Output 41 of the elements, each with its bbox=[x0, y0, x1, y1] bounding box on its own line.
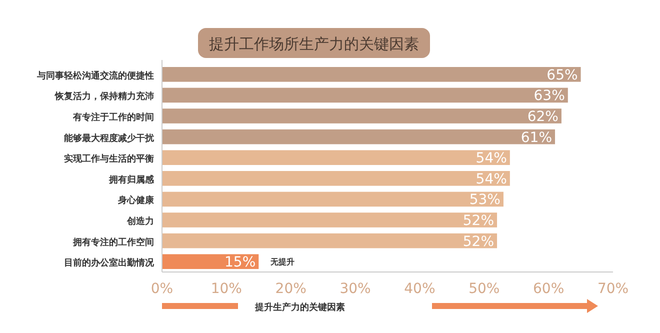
x-tick-label: 30% bbox=[340, 281, 371, 297]
data-label: 63% bbox=[534, 88, 565, 104]
bar bbox=[162, 67, 581, 82]
y-tick-label: 与同事轻松沟通交流的便捷性 bbox=[36, 70, 154, 82]
y-tick-label: 能够最大程度减少干扰 bbox=[64, 132, 155, 144]
x-tick-label: 40% bbox=[404, 281, 436, 297]
bar bbox=[162, 233, 498, 248]
bar bbox=[162, 129, 556, 144]
y-tick-label: 创造力 bbox=[126, 216, 154, 227]
data-label: 15% bbox=[224, 254, 256, 271]
y-tick-label: 有专注于工作的时间 bbox=[72, 112, 154, 123]
data-label: 61% bbox=[520, 130, 552, 146]
data-label: 54% bbox=[476, 171, 507, 188]
annotation: 无提升 bbox=[270, 258, 295, 267]
bar bbox=[162, 254, 259, 269]
x-tick-label: 70% bbox=[597, 281, 629, 297]
y-tick-label: 身心健康 bbox=[117, 195, 155, 206]
bar bbox=[162, 212, 498, 228]
y-tick-label: 实现工作与生活的平衡 bbox=[64, 154, 154, 165]
bar bbox=[162, 108, 562, 124]
data-label: 62% bbox=[527, 109, 558, 125]
x-tick-label: 20% bbox=[275, 281, 306, 297]
data-label: 53% bbox=[469, 192, 500, 208]
bar bbox=[162, 88, 568, 103]
y-tick-label: 目前的办公室出勤情况 bbox=[64, 258, 155, 269]
y-tick-label: 恢复活力，保持精力充沛 bbox=[54, 91, 154, 102]
bar bbox=[162, 192, 504, 207]
bar bbox=[162, 150, 510, 165]
x-tick-label: 0% bbox=[150, 281, 174, 297]
x-tick-label: 60% bbox=[533, 281, 564, 297]
data-label: 54% bbox=[476, 150, 507, 167]
data-label: 65% bbox=[546, 67, 578, 84]
data-label: 52% bbox=[462, 213, 494, 229]
chart-title: 提升工作场所生产力的关键因素 bbox=[209, 35, 419, 53]
bar bbox=[162, 171, 510, 186]
x-tick-label: 10% bbox=[210, 281, 242, 297]
x-axis-title: 提升生产力的关键因素 bbox=[254, 302, 345, 313]
y-tick-label: 拥有专注的工作空间 bbox=[72, 236, 154, 248]
y-tick-label: 拥有归属感 bbox=[108, 174, 155, 186]
x-tick-label: 50% bbox=[468, 281, 500, 297]
data-label: 52% bbox=[462, 234, 494, 250]
